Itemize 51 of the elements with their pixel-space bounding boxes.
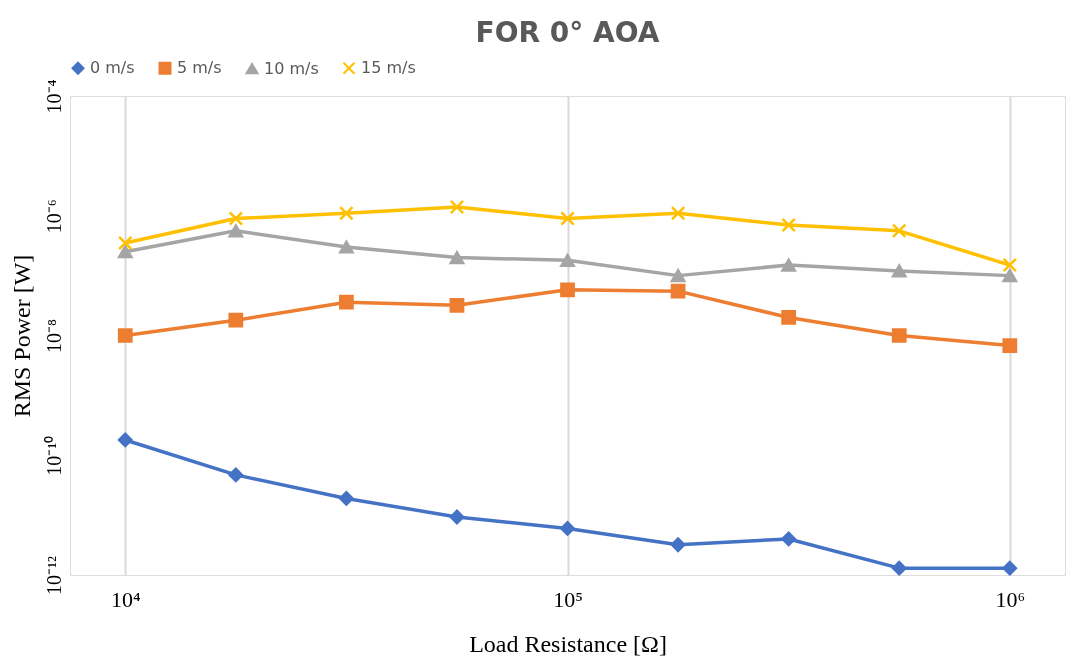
point [117, 432, 133, 448]
point [228, 467, 244, 483]
point [891, 264, 907, 278]
legend-label: 5 m/s [177, 58, 222, 78]
point [449, 509, 465, 525]
point [560, 211, 575, 226]
point [228, 224, 244, 238]
chart-title: FOR 0° AOA [475, 16, 660, 49]
point [781, 258, 797, 272]
x-axis-title: Load Resistance [Ω] [469, 630, 667, 657]
point [449, 251, 465, 265]
point [891, 328, 907, 343]
point [339, 294, 354, 310]
point [339, 205, 354, 221]
point [781, 531, 797, 547]
y-tick-label: 10⁻⁶ [42, 199, 65, 234]
point [560, 521, 575, 536]
point [117, 328, 133, 343]
y-tick-label: 10⁻⁸ [42, 318, 65, 353]
y-tick-label: 10⁻¹⁰ [42, 435, 65, 476]
x-tick-label: 10⁶ [995, 586, 1026, 612]
point [1002, 257, 1018, 273]
x-tick-label: 10⁵ [553, 586, 583, 612]
y-axis-title: RMS Power [W] [8, 254, 35, 418]
point [670, 537, 686, 553]
point [670, 269, 686, 283]
point [117, 235, 133, 251]
point [1002, 269, 1018, 283]
legend-label: 15 m/s [361, 58, 416, 78]
point [1002, 560, 1018, 576]
point [560, 282, 575, 298]
point [339, 491, 354, 506]
x-tick-label: 10⁴ [110, 586, 141, 612]
point [891, 223, 907, 239]
point [117, 245, 133, 259]
point [228, 211, 244, 226]
point [449, 297, 465, 313]
y-tick-label: 10⁻¹² [42, 556, 65, 595]
point [781, 310, 797, 325]
point [560, 253, 575, 267]
point [228, 312, 244, 328]
legend-label: 10 m/s [264, 58, 319, 78]
point [891, 560, 907, 576]
point [670, 205, 686, 221]
point [449, 199, 465, 215]
y-tick-label: 10⁻⁴ [42, 79, 65, 114]
point [781, 217, 797, 233]
point [1002, 338, 1018, 353]
legend-label: 0 m/s [90, 58, 135, 78]
point [670, 283, 686, 299]
point [339, 240, 354, 254]
